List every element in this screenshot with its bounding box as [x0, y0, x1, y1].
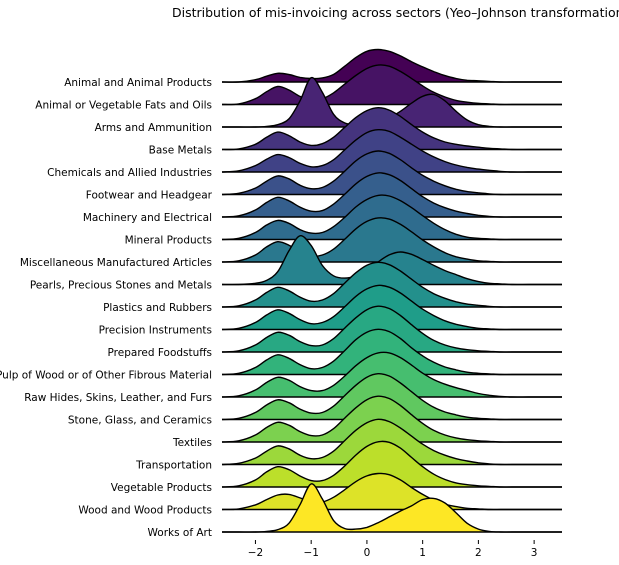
ridge-fill-stone-glass-and-ceramics [222, 373, 562, 420]
ridge-fill-animal-and-animal-products [222, 49, 562, 83]
ridge-works-of-art [222, 483, 562, 533]
category-label-precision-instruments: Precision Instruments [99, 325, 212, 337]
category-label-works-of-art: Works of Art [148, 527, 212, 539]
category-label-miscellaneous-manufactured-articles: Miscellaneous Manufactured Articles [20, 257, 212, 269]
ridge-fill-raw-hides-skins-leather-and-furs [222, 352, 562, 398]
category-label-machinery-and-electrical: Machinery and Electrical [83, 212, 212, 224]
category-label-animal-and-animal-products: Animal and Animal Products [64, 77, 212, 89]
category-label-prepared-foodstuffs: Prepared Foodstuffs [108, 347, 212, 359]
category-label-pearls-precious-stones-and-metals: Pearls, Precious Stones and Metals [30, 280, 212, 292]
category-label-animal-or-vegetable-fats-and-oils: Animal or Vegetable Fats and Oils [35, 100, 212, 112]
ridge-fill-footwear-and-headgear [222, 150, 562, 195]
ridge-fill-pearls-precious-stones-and-metals [222, 235, 562, 285]
x-tick-label: −1 [303, 547, 318, 559]
ridge-line-raw-hides-skins-leather-and-furs [221, 351, 562, 398]
category-label-arms-and-ammunition: Arms and Ammunition [95, 122, 212, 134]
category-label-base-metals: Base Metals [149, 145, 212, 157]
category-label-mineral-products: Mineral Products [125, 235, 212, 247]
category-label-wood-and-wood-products: Wood and Wood Products [78, 505, 212, 517]
category-labels: Animal and Animal Products Animal or Vege… [0, 77, 213, 539]
category-label-vegetable-products: Vegetable Products [111, 482, 212, 494]
x-axis: −2 −1 0 1 2 3 [248, 540, 538, 559]
ridge-fill-machinery-and-electrical [222, 172, 562, 218]
ridge-line-chemicals-and-allied-industries [221, 128, 562, 173]
x-tick-label: 2 [475, 547, 482, 559]
x-tick-label: 1 [419, 547, 426, 559]
ridge-fill-base-metals [222, 107, 562, 150]
ridge-fill-chemicals-and-allied-industries [222, 129, 562, 173]
ridge-fill-textiles [222, 396, 562, 443]
ridges-group [221, 48, 563, 533]
ridge-line-base-metals [221, 106, 562, 151]
ridge-line-pearls-precious-stones-and-metals [221, 235, 562, 286]
ridge-fill-precision-instruments [222, 285, 562, 330]
category-label-stone-glass-and-ceramics: Stone, Glass, and Ceramics [68, 415, 212, 427]
category-label-footwear-and-headgear: Footwear and Headgear [86, 190, 213, 202]
ridge-fill-miscellaneous-manufactured-articles [222, 217, 562, 263]
category-label-plastics-and-rubbers: Plastics and Rubbers [103, 302, 212, 314]
ridge-fill-transportation [222, 419, 562, 465]
ridge-fill-mineral-products [222, 195, 562, 240]
ridge-animal-or-vegetable-fats-and-oils [221, 64, 562, 106]
category-label-pulp-of-wood-or-of-other-fibrous-material: Pulp of Wood or of Other Fibrous Materia… [0, 370, 212, 382]
ridge-fill-animal-or-vegetable-fats-and-oils [222, 64, 562, 105]
category-label-transportation: Transportation [135, 460, 212, 472]
ridge-fill-arms-and-ammunition [222, 77, 562, 128]
x-tick-label: 3 [531, 547, 538, 559]
x-tick-label: 0 [364, 547, 371, 559]
x-tick-label: −2 [248, 547, 263, 559]
ridge-fill-plastics-and-rubbers [222, 262, 562, 308]
category-label-raw-hides-skins-leather-and-furs: Raw Hides, Skins, Leather, and Furs [24, 392, 212, 404]
ridge-fill-vegetable-products [222, 441, 562, 488]
ridge-fill-pulp-of-wood-or-of-other-fibrous-material [222, 329, 562, 375]
ridge-fill-wood-and-wood-products [222, 473, 562, 510]
category-label-textiles: Textiles [172, 437, 212, 449]
ridge-fill-works-of-art [222, 483, 562, 533]
ridge-wood-and-wood-products [221, 472, 562, 511]
chart-title: Distribution of mis-invoicing across sec… [172, 5, 619, 20]
category-label-chemicals-and-allied-industries: Chemicals and Allied Industries [47, 167, 212, 179]
ridge-fill-prepared-foodstuffs [222, 306, 562, 353]
